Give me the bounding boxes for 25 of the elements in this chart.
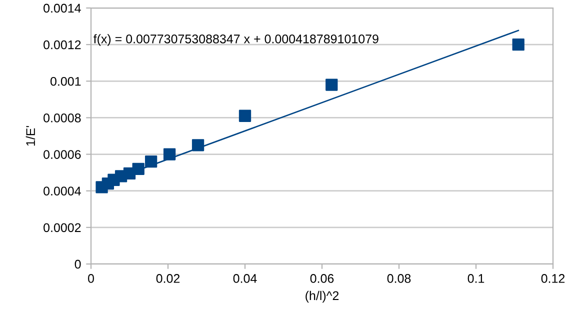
y-axis-title: 1/E' (26, 126, 36, 146)
point (192, 139, 204, 152)
y-tick-label: 0.0012 (44, 40, 81, 50)
x-tick-label: 0.1 (468, 274, 484, 283)
y-tick-label: 0.0004 (44, 186, 81, 196)
x-tick-label: 0.06 (310, 274, 334, 283)
y-tick-label: 0.001 (50, 76, 81, 86)
x-tick-label: 0.04 (233, 274, 257, 283)
x-tick-label: 0.08 (387, 274, 411, 283)
point (163, 148, 176, 160)
x-tick-label: 0.02 (156, 274, 180, 283)
y-tick-label: 0.0002 (44, 223, 81, 232)
point (326, 78, 338, 91)
x-tick-label: 0 (88, 274, 94, 283)
x-axis-title: (h/l)^2 (306, 290, 339, 303)
point (96, 181, 108, 194)
y-tick-label: 0.0008 (44, 114, 81, 122)
point (238, 110, 252, 122)
x-tick-label: 0.12 (541, 274, 565, 283)
y-tick-label: 0.0014 (44, 4, 81, 13)
y-tick-label: 0 (74, 260, 81, 269)
annotation: f(x) = 0.007730753088347 x + 0.000418789101079 (93, 34, 378, 46)
y-tick-label: 0.0006 (44, 150, 81, 159)
point (144, 156, 158, 168)
point (512, 38, 524, 51)
